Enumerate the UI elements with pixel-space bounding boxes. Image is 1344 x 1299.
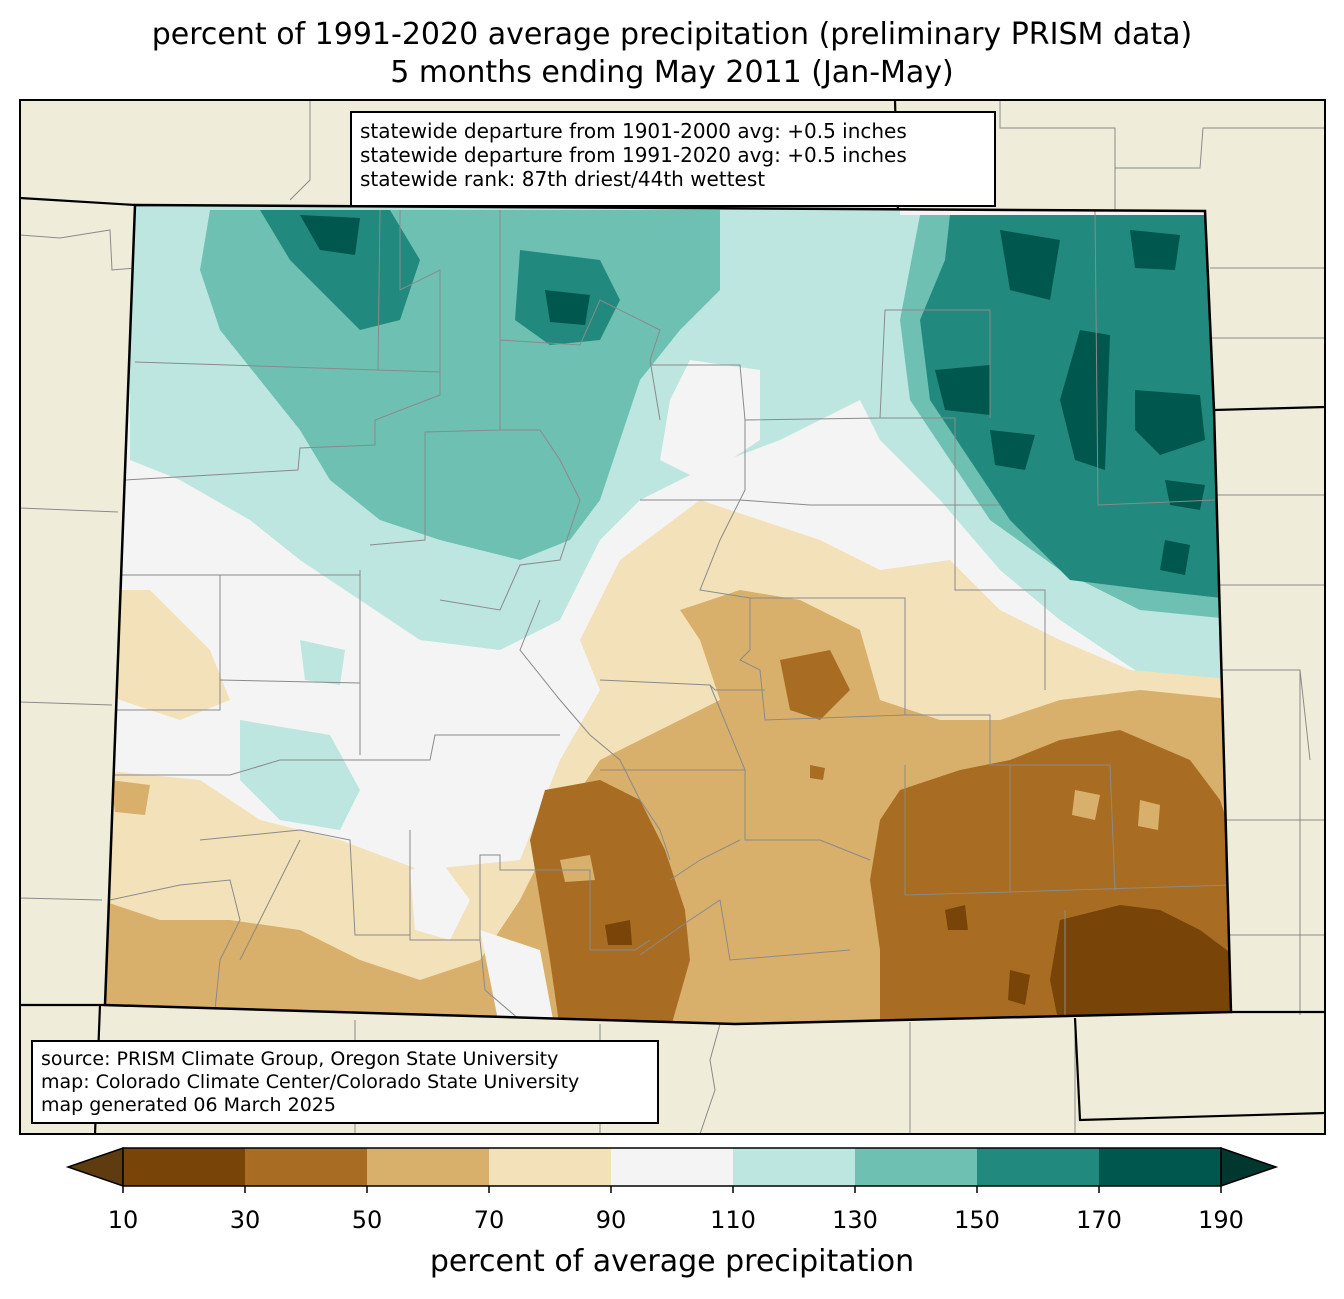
stats-departure-1991-2020: statewide departure from 1991-2020 avg: …: [360, 143, 907, 167]
precipitation-field: [105, 205, 1231, 1024]
map-title: percent of 1991-2020 average precipitati…: [151, 17, 1193, 52]
colorbar-tick-label: 170: [1076, 1206, 1122, 1234]
colorbar-segment: [733, 1148, 856, 1186]
stats-departure-1901-2000: statewide departure from 1901-2000 avg: …: [360, 119, 907, 143]
colorbar-tick-label: 10: [107, 1206, 139, 1234]
colorado-state-border: [103, 203, 1233, 1026]
colorbar-tick-label: 70: [473, 1206, 505, 1234]
statewide-stats-box: statewide departure from 1901-2000 avg: …: [350, 111, 996, 207]
colorbar-segment: [977, 1148, 1100, 1186]
colorbar-tick-label: 110: [710, 1206, 756, 1234]
map-frame: [19, 99, 1326, 1135]
colorbar-segment: [123, 1148, 246, 1186]
colorbar-outline: [122, 1147, 1222, 1187]
colorbar-segment: [1099, 1148, 1222, 1186]
source-line: source: PRISM Climate Group, Oregon Stat…: [41, 1048, 559, 1070]
colorbar-segment: [489, 1148, 612, 1186]
map-subtitle: 5 months ending May 2011 (Jan-May): [390, 55, 954, 90]
colorbar-extend-high: [1220, 1146, 1279, 1188]
colorbar-label: percent of average precipitation: [429, 1244, 915, 1279]
map-credit-line: map: Colorado Climate Center/Colorado St…: [41, 1071, 580, 1093]
generated-date-line: map generated 06 March 2025: [41, 1094, 336, 1116]
colorbar-segment: [855, 1148, 978, 1186]
colorbar-segment: [611, 1148, 734, 1186]
colorbar-extend-low: [65, 1146, 124, 1188]
colorbar-tick-label: 130: [832, 1206, 878, 1234]
colorbar-tick-label: 190: [1198, 1206, 1244, 1234]
source-box: source: PRISM Climate Group, Oregon Stat…: [31, 1040, 659, 1124]
colorbar-tick-label: 50: [351, 1206, 383, 1234]
colorbar-tick-label: 90: [595, 1206, 627, 1234]
colorbar: [65, 1146, 1279, 1193]
colorbar-tick-label: 150: [954, 1206, 1000, 1234]
colorbar-segment: [245, 1148, 368, 1186]
stats-rank: statewide rank: 87th driest/44th wettest: [360, 167, 766, 191]
colorado-county-lines: [109, 209, 1231, 1021]
colorbar-tick-label: 30: [229, 1206, 261, 1234]
colorbar-segment: [367, 1148, 490, 1186]
